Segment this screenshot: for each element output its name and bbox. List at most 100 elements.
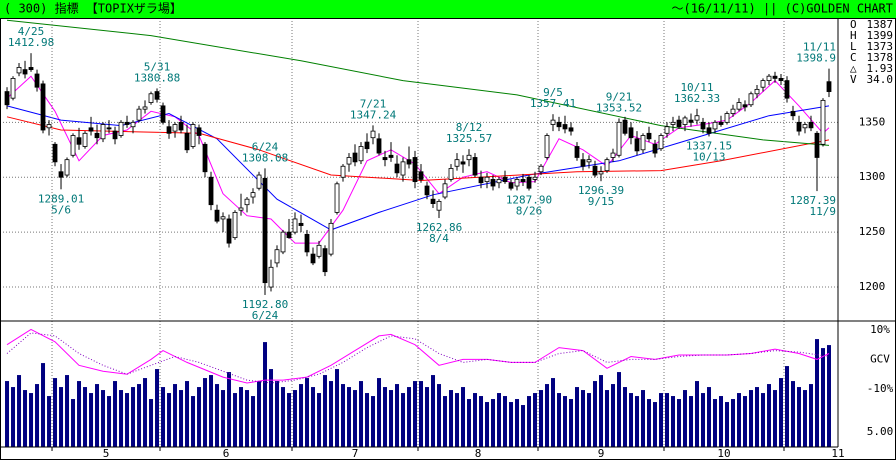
candle-body (256, 174, 262, 189)
volume-bar (605, 390, 610, 447)
candle-body (298, 222, 304, 226)
volume-bar (47, 396, 52, 447)
volume-bar (479, 396, 484, 447)
volume-bar (653, 402, 658, 447)
candle-body (364, 141, 370, 150)
volume-bar (413, 381, 418, 447)
candle-body (454, 159, 460, 167)
volume-bar (209, 375, 214, 447)
candle-body (424, 185, 430, 196)
candle-body (148, 93, 154, 103)
candle-body (322, 248, 328, 273)
volume-bar (185, 381, 190, 447)
y-tick-label: 1200 (859, 280, 886, 293)
info-value: 1373 (867, 40, 894, 53)
candle-body (796, 121, 802, 132)
volume-bar (53, 378, 58, 447)
candle-body (724, 113, 730, 123)
candle-body (634, 138, 640, 152)
volume-bar (563, 396, 568, 447)
candle-body (232, 211, 238, 239)
info-value: 1399 (867, 29, 894, 42)
moving-average-line (6, 19, 830, 146)
candle-body (388, 154, 394, 158)
candle-body (682, 117, 688, 125)
candle-body (496, 179, 502, 184)
candle-body (178, 121, 184, 131)
candle-body (592, 165, 598, 176)
volume-bar (737, 393, 742, 447)
x-tick-label: 10 (717, 447, 730, 460)
candle-body (394, 163, 400, 174)
candle-body (460, 161, 466, 165)
volume-bar (89, 393, 94, 447)
volume-bar (623, 387, 628, 447)
annotation-date: 11/11 (803, 41, 836, 54)
candle-body (358, 146, 364, 162)
candle-body (784, 80, 790, 99)
candle-body (736, 102, 742, 110)
candle-body (790, 110, 796, 117)
candle-body (400, 161, 406, 176)
info-value: 34.0 (867, 73, 894, 86)
candle-body (166, 126, 172, 134)
volume-bar (347, 387, 352, 447)
info-key: V (850, 73, 857, 86)
volume-bar (173, 384, 178, 447)
candle-body (580, 159, 586, 167)
candle-body (292, 218, 298, 233)
candle-body (406, 159, 412, 165)
volume-bar (755, 387, 760, 447)
volume-bar (767, 384, 772, 447)
volume-bar (485, 402, 490, 447)
volume-bar (191, 396, 196, 447)
candle-body (574, 146, 580, 158)
candle-body (268, 266, 274, 288)
candle-body (670, 121, 676, 125)
volume-bar (245, 390, 250, 447)
annotation-value: 1287.90 (506, 194, 552, 207)
annotation-date: 11/9 (810, 205, 837, 218)
candle-body (544, 135, 550, 158)
candle-body (112, 130, 118, 140)
annotation-date: 8/12 (456, 121, 483, 134)
candle-body (484, 176, 490, 183)
volume-bar (743, 396, 748, 447)
candle-body (4, 91, 10, 106)
candle-body (244, 198, 250, 206)
volume-bar (617, 372, 622, 447)
annotation-value: 1287.39 (790, 194, 836, 207)
candle-body (532, 176, 538, 180)
candle-body (184, 132, 190, 151)
volume-bar (401, 393, 406, 447)
volume-bar (575, 387, 580, 447)
volume-bar (281, 387, 286, 447)
y-tick-label: 1250 (859, 225, 886, 238)
x-tick-label: 11 (831, 447, 844, 460)
candle-body (826, 81, 832, 92)
info-key: L (850, 40, 857, 53)
volume-bar (551, 378, 556, 447)
annotation-value: 1289.01 (38, 192, 84, 205)
candle-body (40, 83, 46, 131)
candle-body (802, 124, 808, 129)
volume-bar (101, 390, 106, 447)
volume-bar (761, 393, 766, 447)
volume-bar (503, 396, 508, 447)
annotation-date: 6/24 (252, 140, 279, 153)
annotation-value: 1325.57 (446, 132, 492, 145)
annotation-value: 1337.15 (686, 139, 732, 152)
volume-bar (149, 399, 154, 447)
candle-body (478, 176, 484, 184)
volume-bar (581, 390, 586, 447)
candle-body (436, 200, 442, 211)
volume-bar (29, 393, 34, 447)
volume-bar (527, 396, 532, 447)
candle-body (766, 75, 772, 81)
candle-body (52, 143, 58, 163)
volume-bar (317, 393, 322, 447)
volume-bar (431, 375, 436, 447)
volume-bar (659, 393, 664, 447)
candle-body (514, 179, 520, 187)
volume-bar (647, 399, 652, 447)
